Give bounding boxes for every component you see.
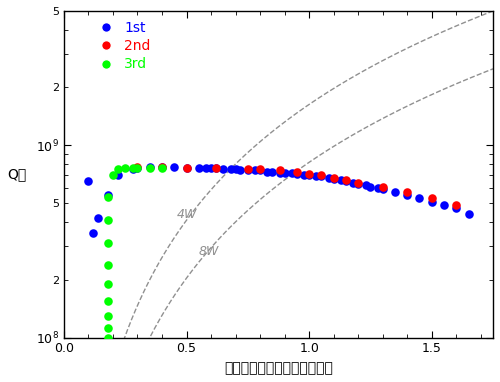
Point — [264, 168, 272, 175]
Point — [354, 181, 362, 187]
Point — [121, 165, 129, 171]
Point — [280, 170, 288, 176]
Point — [114, 172, 122, 178]
Point — [325, 175, 333, 181]
Point — [342, 178, 350, 185]
Point — [244, 166, 252, 172]
Point — [330, 175, 338, 181]
Point — [94, 215, 102, 221]
Point — [195, 165, 203, 171]
Point — [276, 167, 283, 173]
Text: 8W: 8W — [199, 245, 219, 258]
Point — [276, 170, 283, 176]
Point — [104, 240, 112, 246]
Point — [128, 166, 136, 172]
Point — [318, 173, 326, 180]
Point — [305, 171, 313, 177]
Point — [305, 172, 313, 178]
Point — [416, 195, 424, 201]
Point — [268, 168, 276, 175]
Point — [378, 186, 386, 193]
Point — [146, 165, 154, 171]
Point — [104, 194, 112, 200]
Point — [134, 165, 141, 171]
Legend: 1st, 2nd, 3rd: 1st, 2nd, 3rd — [92, 21, 150, 71]
Point — [403, 189, 411, 195]
Point — [104, 261, 112, 267]
Point — [146, 164, 154, 170]
Point — [182, 165, 190, 171]
Point — [293, 168, 301, 175]
Point — [366, 184, 374, 190]
Point — [158, 165, 166, 171]
Point — [440, 202, 448, 208]
Point — [236, 167, 244, 173]
Point — [378, 184, 386, 190]
Point — [226, 166, 234, 172]
Point — [104, 335, 112, 341]
Point — [128, 165, 136, 171]
Point — [251, 167, 259, 173]
Point — [464, 211, 472, 217]
Point — [104, 281, 112, 287]
Point — [232, 166, 239, 172]
Point — [212, 165, 220, 171]
Point — [312, 173, 320, 180]
Point — [256, 166, 264, 172]
Point — [293, 171, 301, 177]
Point — [104, 325, 112, 331]
Point — [220, 166, 228, 172]
Point — [170, 164, 178, 170]
Point — [212, 165, 220, 171]
Point — [104, 298, 112, 304]
Point — [202, 165, 210, 171]
X-axis label: ギャップ電圧［メガボルト］: ギャップ電圧［メガボルト］ — [224, 361, 333, 375]
Point — [403, 192, 411, 198]
Point — [452, 202, 460, 208]
Y-axis label: Q値: Q値 — [7, 167, 26, 181]
Point — [207, 165, 215, 171]
Point — [337, 177, 345, 183]
Point — [109, 172, 117, 178]
Point — [244, 167, 252, 173]
Point — [84, 178, 92, 185]
Point — [300, 172, 308, 178]
Point — [114, 166, 122, 172]
Point — [104, 192, 112, 198]
Point — [104, 313, 112, 319]
Point — [452, 206, 460, 212]
Point — [391, 189, 399, 195]
Point — [350, 180, 358, 186]
Point — [354, 180, 362, 186]
Point — [134, 165, 141, 171]
Point — [104, 217, 112, 223]
Point — [362, 182, 370, 188]
Point — [342, 177, 350, 183]
Point — [256, 167, 264, 173]
Point — [428, 199, 436, 205]
Point — [158, 164, 166, 170]
Point — [330, 176, 338, 182]
Point — [428, 195, 436, 201]
Point — [90, 230, 98, 236]
Point — [182, 165, 190, 171]
Point — [288, 170, 296, 176]
Text: 4W: 4W — [176, 208, 197, 221]
Point — [374, 185, 382, 191]
Point — [318, 172, 326, 178]
Point — [158, 164, 166, 170]
Point — [134, 164, 141, 170]
